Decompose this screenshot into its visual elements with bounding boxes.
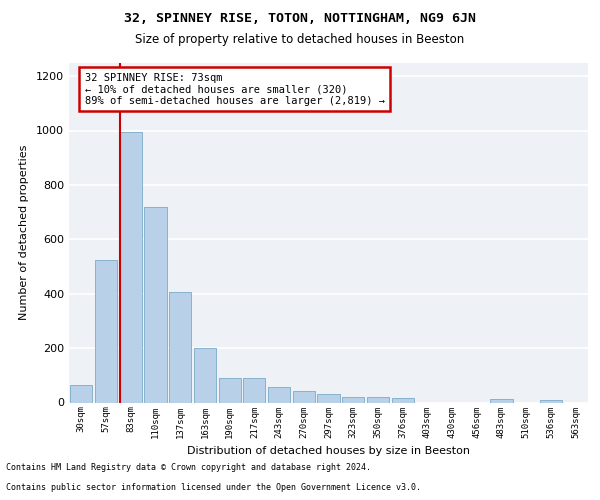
Bar	[490, 399, 512, 402]
Bar	[145, 206, 167, 402]
Bar	[70, 385, 92, 402]
Bar	[218, 378, 241, 402]
Bar	[119, 132, 142, 402]
Bar	[317, 394, 340, 402]
Text: 32 SPINNEY RISE: 73sqm
← 10% of detached houses are smaller (320)
89% of semi-de: 32 SPINNEY RISE: 73sqm ← 10% of detached…	[85, 72, 385, 106]
Bar	[243, 378, 265, 402]
Text: 32, SPINNEY RISE, TOTON, NOTTINGHAM, NG9 6JN: 32, SPINNEY RISE, TOTON, NOTTINGHAM, NG9…	[124, 12, 476, 26]
Bar	[95, 260, 117, 402]
Bar	[367, 397, 389, 402]
Text: Size of property relative to detached houses in Beeston: Size of property relative to detached ho…	[136, 32, 464, 46]
Y-axis label: Number of detached properties: Number of detached properties	[19, 145, 29, 320]
Bar	[392, 398, 414, 402]
Text: Contains public sector information licensed under the Open Government Licence v3: Contains public sector information licen…	[6, 484, 421, 492]
Bar	[268, 387, 290, 402]
Bar	[540, 400, 562, 402]
Bar	[293, 391, 315, 402]
Bar	[169, 292, 191, 403]
X-axis label: Distribution of detached houses by size in Beeston: Distribution of detached houses by size …	[187, 446, 470, 456]
Bar	[342, 397, 364, 402]
Text: Contains HM Land Registry data © Crown copyright and database right 2024.: Contains HM Land Registry data © Crown c…	[6, 464, 371, 472]
Bar	[194, 348, 216, 403]
